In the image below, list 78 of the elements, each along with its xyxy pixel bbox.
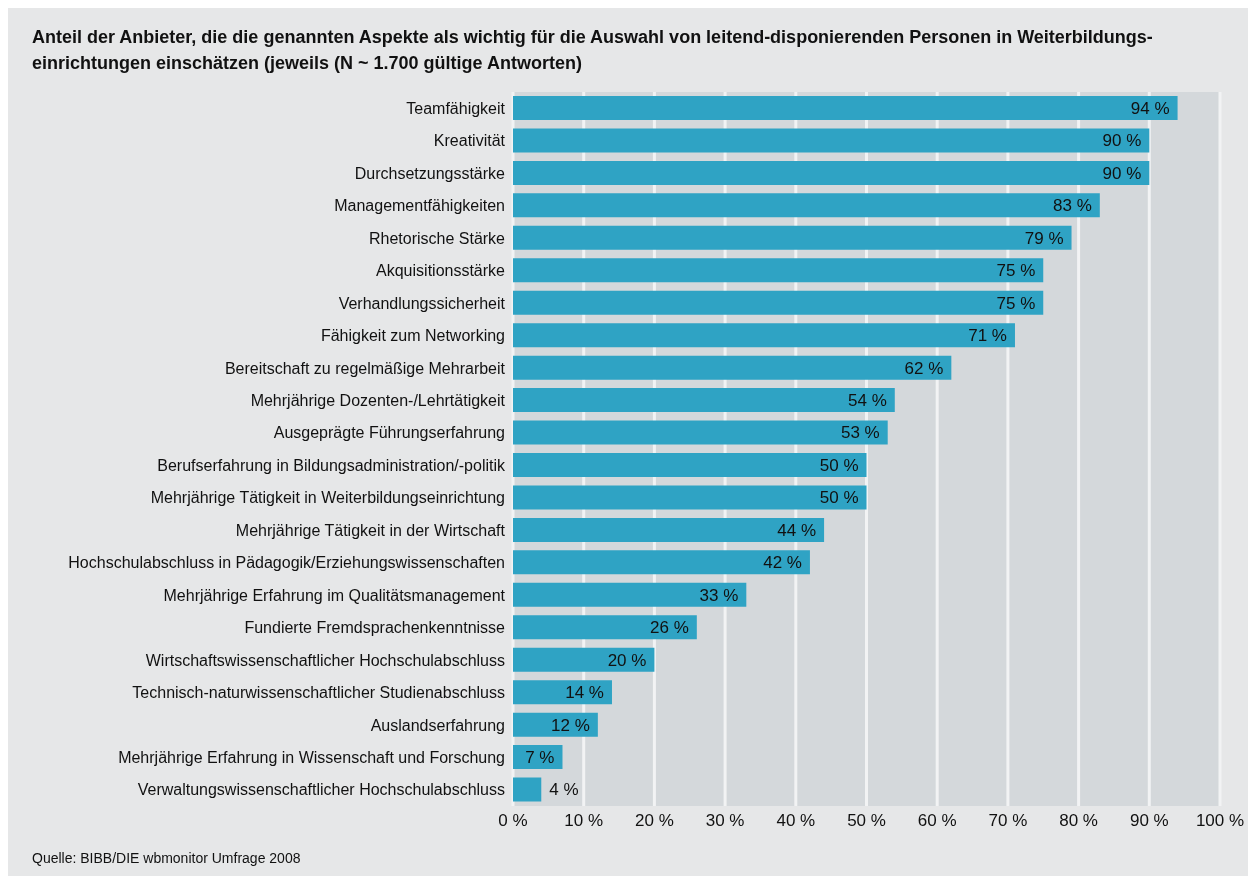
bar xyxy=(513,290,1044,315)
y-tick-label: Fähigkeit zum Networking xyxy=(320,327,505,345)
x-tick-label: 100 % xyxy=(1195,811,1245,831)
data-label: 7 % xyxy=(525,748,555,768)
data-label: 50 % xyxy=(819,488,859,508)
bar xyxy=(513,323,1015,348)
data-label: 12 % xyxy=(551,715,590,735)
data-label: 14 % xyxy=(565,683,604,703)
data-label: 44 % xyxy=(777,520,817,540)
data-label: 4 % xyxy=(549,780,579,800)
y-tick-label: Hochschulabschluss in Pädagogik/Erziehungswissenschaften xyxy=(68,554,505,572)
y-tick-label: Durchsetzungsstärke xyxy=(354,164,506,182)
y-tick-label: Berufserfahrung in Bildungsadministration/-politik xyxy=(157,456,506,474)
bar xyxy=(513,647,655,672)
data-label: 71 % xyxy=(968,326,1007,346)
bar xyxy=(513,128,1150,153)
data-label: 42 % xyxy=(763,553,802,573)
y-tick-label: Bereitschaft zu regelmäßige Mehrarbeit xyxy=(224,359,506,377)
y-tick-label: Ausgeprägte Führungserfahrung xyxy=(273,424,505,442)
bar xyxy=(513,420,888,445)
data-label: 94 % xyxy=(1130,98,1170,118)
x-tick-label: 10 % xyxy=(564,811,604,831)
bar xyxy=(513,388,895,413)
data-label: 90 % xyxy=(1102,131,1142,151)
y-tick-label: Verhandlungssicherheit xyxy=(338,294,506,312)
data-label: 26 % xyxy=(650,618,689,638)
y-tick-label: Technisch-naturwissenschaftlicher Studienabschluss xyxy=(132,684,505,702)
y-tick-label: Verwaltungswissenschaftlicher Hochschulabschluss xyxy=(137,781,505,799)
source-note: Quelle: BIBB/DIE wbmonitor Umfrage 2008 xyxy=(31,849,302,868)
y-tick-label: Wirtschaftswissenschaftlicher Hochschulabschluss xyxy=(145,651,505,669)
x-tick-label: 80 % xyxy=(1059,811,1098,831)
bar xyxy=(513,258,1044,283)
bar xyxy=(513,225,1072,250)
data-label: 75 % xyxy=(996,261,1036,281)
y-tick-label: Fundierte Fremdsprachenkenntnisse xyxy=(244,619,506,637)
x-tick-label: 60 % xyxy=(917,811,957,831)
y-tick-label: Mehrjährige Erfahrung im Qualitätsmanagement xyxy=(163,586,506,604)
x-tick-label: 70 % xyxy=(988,811,1028,831)
x-tick-label: 30 % xyxy=(705,811,745,831)
bar xyxy=(513,355,952,380)
y-tick-label: Mehrjährige Dozenten-/Lehrtätigkeit xyxy=(250,392,506,409)
data-label: 53 % xyxy=(840,423,880,443)
chart-title: Anteil der Anbieter, die die genannten Aspekte als wichtig für die Auswahl von leitend-disponierenden Personen in Weiterbildungs-einrichtungen einschätzen (jeweils (N ~ 1.700 gültige Antworten) xyxy=(31,26,1154,75)
data-label: 33 % xyxy=(699,585,739,605)
y-tick-label: Rhetorische Stärke xyxy=(368,229,506,247)
bar xyxy=(513,582,747,607)
data-label: 75 % xyxy=(996,293,1036,313)
y-tick-label: Kreativität xyxy=(433,132,506,150)
x-tick-label: 20 % xyxy=(635,811,674,831)
bar xyxy=(513,485,867,510)
x-tick-label: 90 % xyxy=(1129,811,1169,831)
y-tick-label: Akquisitionsstärke xyxy=(376,262,506,280)
bar xyxy=(513,680,612,705)
y-tick-label: Mehrjährige Tätigkeit in der Wirtschaft xyxy=(235,521,506,539)
data-label: 54 % xyxy=(848,391,887,411)
data-label: 62 % xyxy=(904,358,944,378)
bar xyxy=(513,96,1178,120)
bar xyxy=(513,193,1100,218)
bar xyxy=(513,615,697,640)
y-tick-label: Auslandserfahrung xyxy=(370,716,505,734)
data-label: 50 % xyxy=(819,455,859,475)
bar xyxy=(513,517,825,542)
bar xyxy=(513,453,867,477)
y-tick-label: Managementfähigkeiten xyxy=(334,197,505,215)
bar xyxy=(513,160,1150,185)
data-label: 83 % xyxy=(1053,196,1092,216)
data-label: 20 % xyxy=(607,650,647,670)
x-tick-label: 0 % xyxy=(498,811,528,831)
bar xyxy=(513,712,598,737)
bar xyxy=(513,777,542,802)
x-tick-label: 40 % xyxy=(776,811,816,831)
y-tick-label: Teamfähigkeit xyxy=(406,99,506,117)
data-label: 79 % xyxy=(1024,228,1064,248)
y-tick-label: Mehrjährige Erfahrung in Wissenschaft und Forschung xyxy=(118,749,505,766)
y-tick-label: Mehrjährige Tätigkeit in Weiterbildungseinrichtung xyxy=(150,489,505,507)
data-label: 90 % xyxy=(1102,163,1142,183)
x-tick-label: 50 % xyxy=(847,811,886,831)
bar xyxy=(513,550,810,575)
